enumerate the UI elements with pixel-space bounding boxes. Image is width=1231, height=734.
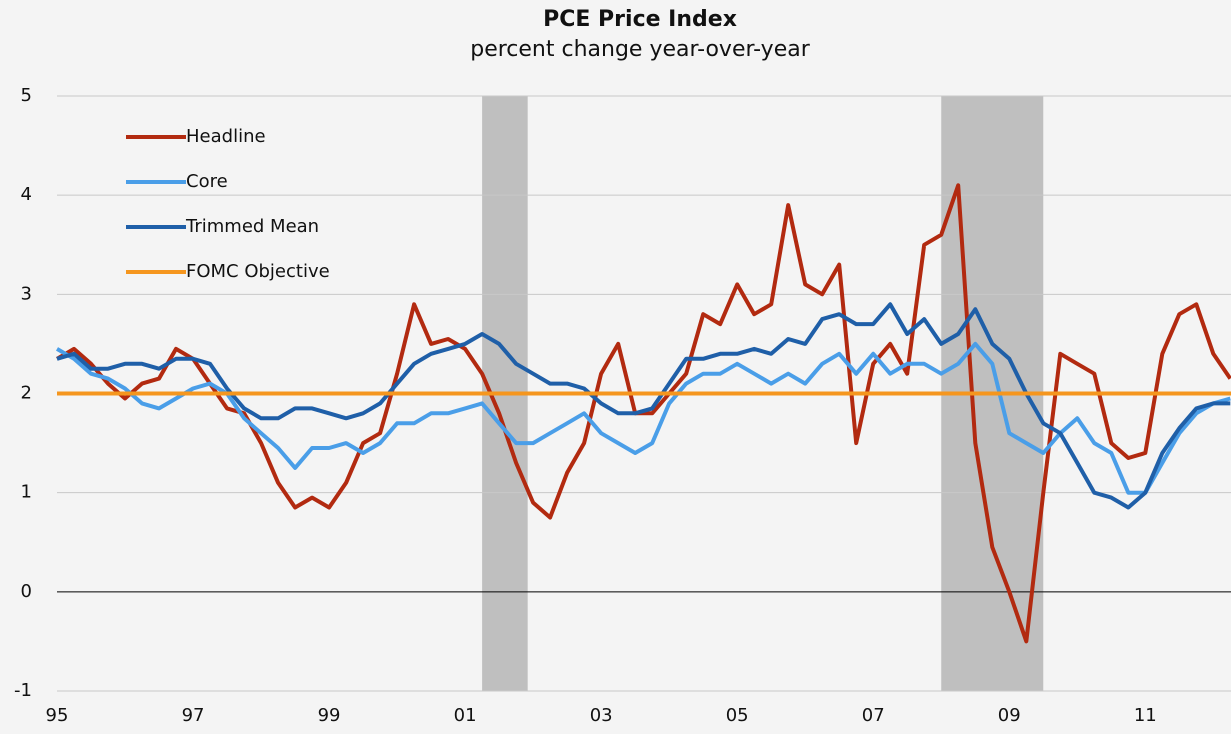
x-tick-label: 03 bbox=[590, 705, 613, 726]
legend-label: Trimmed Mean bbox=[185, 216, 319, 237]
y-tick-label: 0 bbox=[21, 581, 32, 602]
x-tick-label: 95 bbox=[46, 705, 69, 726]
x-tick-label: 07 bbox=[862, 705, 885, 726]
series-line bbox=[56, 302, 1231, 510]
x-tick-label: 05 bbox=[726, 705, 749, 726]
y-tick-label: 5 bbox=[21, 85, 32, 106]
x-tick-label: 11 bbox=[1134, 705, 1157, 726]
x-tick-label: 99 bbox=[318, 705, 341, 726]
chart-title: PCE Price Index bbox=[543, 7, 737, 32]
y-tick-label: 4 bbox=[21, 184, 32, 205]
x-tick-label: 01 bbox=[454, 705, 477, 726]
x-tick-label: 09 bbox=[998, 705, 1021, 726]
y-tick-label: 3 bbox=[21, 283, 32, 304]
legend-label: Core bbox=[186, 171, 228, 192]
legend-label: Headline bbox=[186, 126, 266, 147]
chart-subtitle: percent change year-over-year bbox=[470, 37, 810, 62]
series-line bbox=[55, 341, 1231, 495]
y-tick-label: 1 bbox=[21, 482, 32, 503]
y-tick-label: -1 bbox=[14, 680, 32, 701]
y-tick-label: 2 bbox=[21, 383, 32, 404]
x-tick-label: 97 bbox=[182, 705, 205, 726]
legend-label: FOMC Objective bbox=[186, 261, 330, 282]
